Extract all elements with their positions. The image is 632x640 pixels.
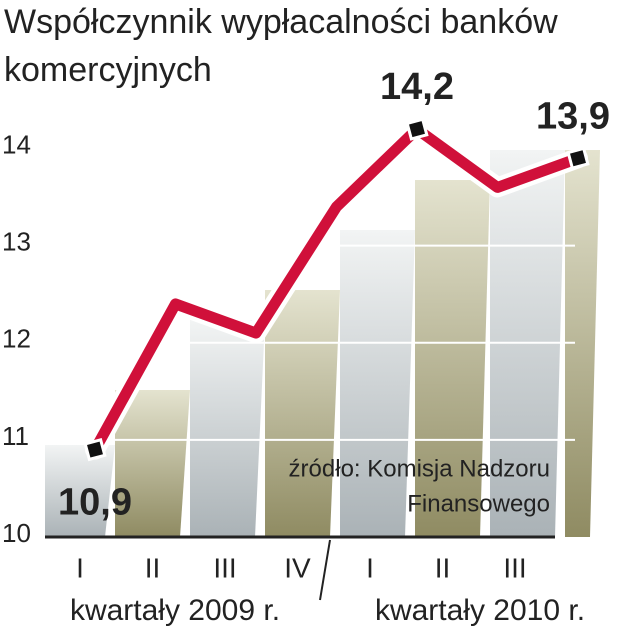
x-tick-label: III [213, 552, 236, 583]
band [340, 230, 415, 537]
separator [319, 539, 331, 601]
band [45, 445, 115, 537]
source: źródło: Komisja Nadzoru [289, 455, 550, 482]
source: Finansowego [407, 490, 550, 517]
x-tick-label: III [503, 552, 526, 583]
x-tick-label: IV [284, 552, 311, 583]
band [265, 290, 340, 537]
value-label: 13,9 [536, 95, 610, 137]
marker [566, 146, 590, 170]
band [115, 390, 190, 537]
x-tick-label: II [435, 552, 451, 583]
value-label: 10,9 [58, 482, 132, 524]
band [415, 180, 490, 537]
y-tick-label: 11 [2, 421, 29, 451]
value-label: 14,2 [380, 66, 454, 108]
x-tick-label: II [145, 552, 161, 583]
line [89, 123, 584, 456]
marker [83, 437, 107, 462]
chart-title: Współczynnik wypłacalności banków [4, 3, 558, 41]
group-label: kwartały 2009 r. [70, 594, 280, 627]
y-tick-label: 12 [2, 324, 31, 354]
group-label: kwartały 2010 r. [375, 594, 585, 627]
y-tick-label: 10 [2, 518, 31, 548]
y-tick-label: 13 [2, 227, 31, 257]
x-tick-label: I [76, 552, 84, 583]
x-tick-label: I [366, 552, 374, 583]
y-tick-label: 14 [2, 129, 31, 159]
chart-title: komercyjnych [4, 51, 212, 89]
band [190, 320, 265, 537]
marker [405, 117, 429, 141]
